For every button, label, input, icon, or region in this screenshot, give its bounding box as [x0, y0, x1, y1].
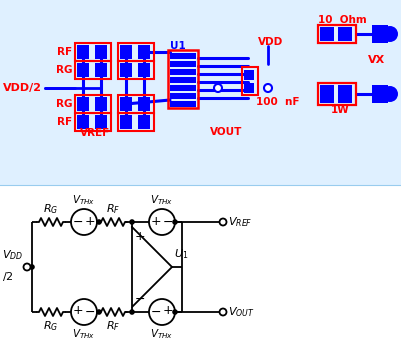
Circle shape: [219, 309, 227, 315]
Bar: [120, 63, 132, 77]
Bar: [95, 97, 107, 111]
Text: $V_{REF}$: $V_{REF}$: [228, 215, 253, 229]
Bar: [170, 53, 196, 59]
Circle shape: [214, 84, 222, 92]
Text: $+$: $+$: [72, 305, 84, 318]
Circle shape: [149, 299, 175, 325]
Text: VOUT: VOUT: [210, 127, 242, 137]
Bar: [372, 25, 388, 43]
Bar: [338, 27, 352, 41]
Text: VX: VX: [368, 55, 385, 65]
Text: $+$: $+$: [162, 305, 174, 318]
Bar: [118, 95, 154, 113]
Bar: [138, 63, 150, 77]
Text: $-$: $-$: [85, 305, 95, 318]
Bar: [138, 97, 150, 111]
Text: $V_{THx}$: $V_{THx}$: [72, 327, 96, 341]
Text: $R_G$: $R_G$: [43, 202, 59, 216]
Bar: [244, 70, 254, 80]
Circle shape: [264, 84, 272, 92]
Circle shape: [71, 209, 97, 235]
Circle shape: [29, 264, 35, 270]
Text: $-$: $-$: [134, 292, 146, 305]
Text: $+$: $+$: [84, 215, 95, 228]
Bar: [120, 115, 132, 129]
Text: $+$: $+$: [134, 230, 146, 243]
Bar: [95, 115, 107, 129]
Bar: [170, 93, 196, 99]
Bar: [75, 113, 111, 131]
Circle shape: [129, 309, 135, 315]
Circle shape: [24, 264, 30, 270]
Text: $/2$: $/2$: [2, 270, 13, 283]
Bar: [120, 45, 132, 59]
Bar: [75, 61, 111, 79]
Text: $-$: $-$: [162, 215, 174, 228]
Bar: [318, 25, 356, 43]
Text: 10  Ohm: 10 Ohm: [318, 15, 367, 25]
Text: RF: RF: [57, 117, 72, 127]
Bar: [75, 43, 111, 61]
Bar: [77, 115, 89, 129]
Text: RF: RF: [57, 47, 72, 57]
Circle shape: [129, 219, 135, 225]
Bar: [170, 85, 196, 91]
Bar: [120, 97, 132, 111]
Circle shape: [96, 309, 102, 315]
Bar: [138, 45, 150, 59]
Bar: [0, 185, 401, 360]
Text: $U_1$: $U_1$: [174, 247, 188, 261]
Text: $-$: $-$: [150, 305, 162, 318]
Circle shape: [71, 299, 97, 325]
Bar: [372, 85, 388, 103]
Bar: [168, 50, 198, 108]
Text: $V_{THx}$: $V_{THx}$: [72, 193, 96, 207]
Text: $V_{OUT}$: $V_{OUT}$: [228, 305, 255, 319]
Bar: [77, 63, 89, 77]
Text: 1W: 1W: [331, 105, 349, 115]
Circle shape: [382, 26, 398, 42]
Bar: [242, 67, 258, 95]
Circle shape: [172, 219, 178, 225]
Text: $V_{THx}$: $V_{THx}$: [150, 327, 174, 341]
Bar: [118, 61, 154, 79]
Bar: [77, 97, 89, 111]
Bar: [318, 83, 356, 105]
Text: VREF: VREF: [80, 128, 110, 138]
Bar: [118, 113, 154, 131]
Bar: [75, 95, 111, 113]
Bar: [77, 45, 89, 59]
Text: $V_{DD}$: $V_{DD}$: [2, 248, 23, 262]
Text: $R_F$: $R_F$: [106, 319, 120, 333]
Circle shape: [149, 209, 175, 235]
Text: RG: RG: [55, 65, 72, 75]
Bar: [338, 85, 352, 103]
Bar: [0, 0, 401, 185]
Text: U1: U1: [170, 41, 186, 51]
Text: $+$: $+$: [150, 215, 162, 228]
Circle shape: [172, 309, 178, 315]
Bar: [170, 69, 196, 75]
Bar: [170, 101, 196, 107]
Text: RG: RG: [55, 99, 72, 109]
Text: VDD: VDD: [258, 37, 283, 47]
Circle shape: [382, 86, 398, 102]
Bar: [138, 115, 150, 129]
Text: $R_F$: $R_F$: [106, 202, 120, 216]
Text: VDD/2: VDD/2: [3, 83, 42, 93]
Text: 100  nF: 100 nF: [256, 97, 300, 107]
Text: $R_G$: $R_G$: [43, 319, 59, 333]
Text: $-$: $-$: [73, 215, 83, 228]
Bar: [170, 77, 196, 83]
Bar: [320, 85, 334, 103]
Text: $V_{THx}$: $V_{THx}$: [150, 193, 174, 207]
Bar: [170, 61, 196, 67]
Bar: [95, 63, 107, 77]
Circle shape: [96, 219, 102, 225]
Bar: [95, 45, 107, 59]
Bar: [118, 43, 154, 61]
Bar: [320, 27, 334, 41]
Bar: [244, 83, 254, 93]
Circle shape: [219, 219, 227, 225]
